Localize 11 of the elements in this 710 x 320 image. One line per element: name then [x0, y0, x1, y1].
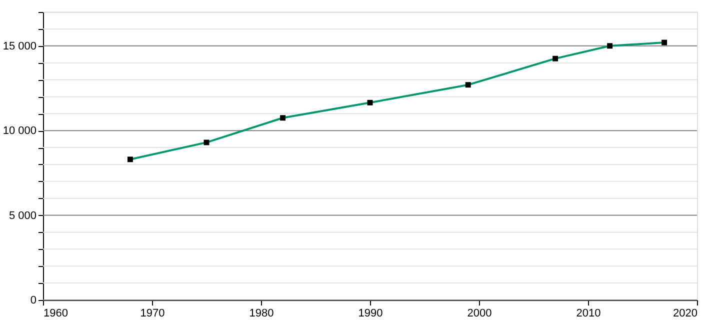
x-tick-label: 1970: [140, 308, 165, 320]
x-tick-label: 1960: [44, 308, 68, 320]
x-tick-label: 1990: [358, 308, 383, 320]
x-tick-label: 2010: [576, 308, 601, 320]
y-tick-label: 10 000: [2, 125, 36, 138]
x-tick-label: 2020: [673, 308, 698, 320]
y-tick-label: 0: [30, 294, 36, 306]
y-tick-label: 15 000: [2, 40, 36, 52]
x-tick-label: 2000: [467, 308, 492, 320]
x-tick-label: 1980: [249, 308, 274, 320]
y-tick-label: 5 000: [8, 210, 36, 222]
